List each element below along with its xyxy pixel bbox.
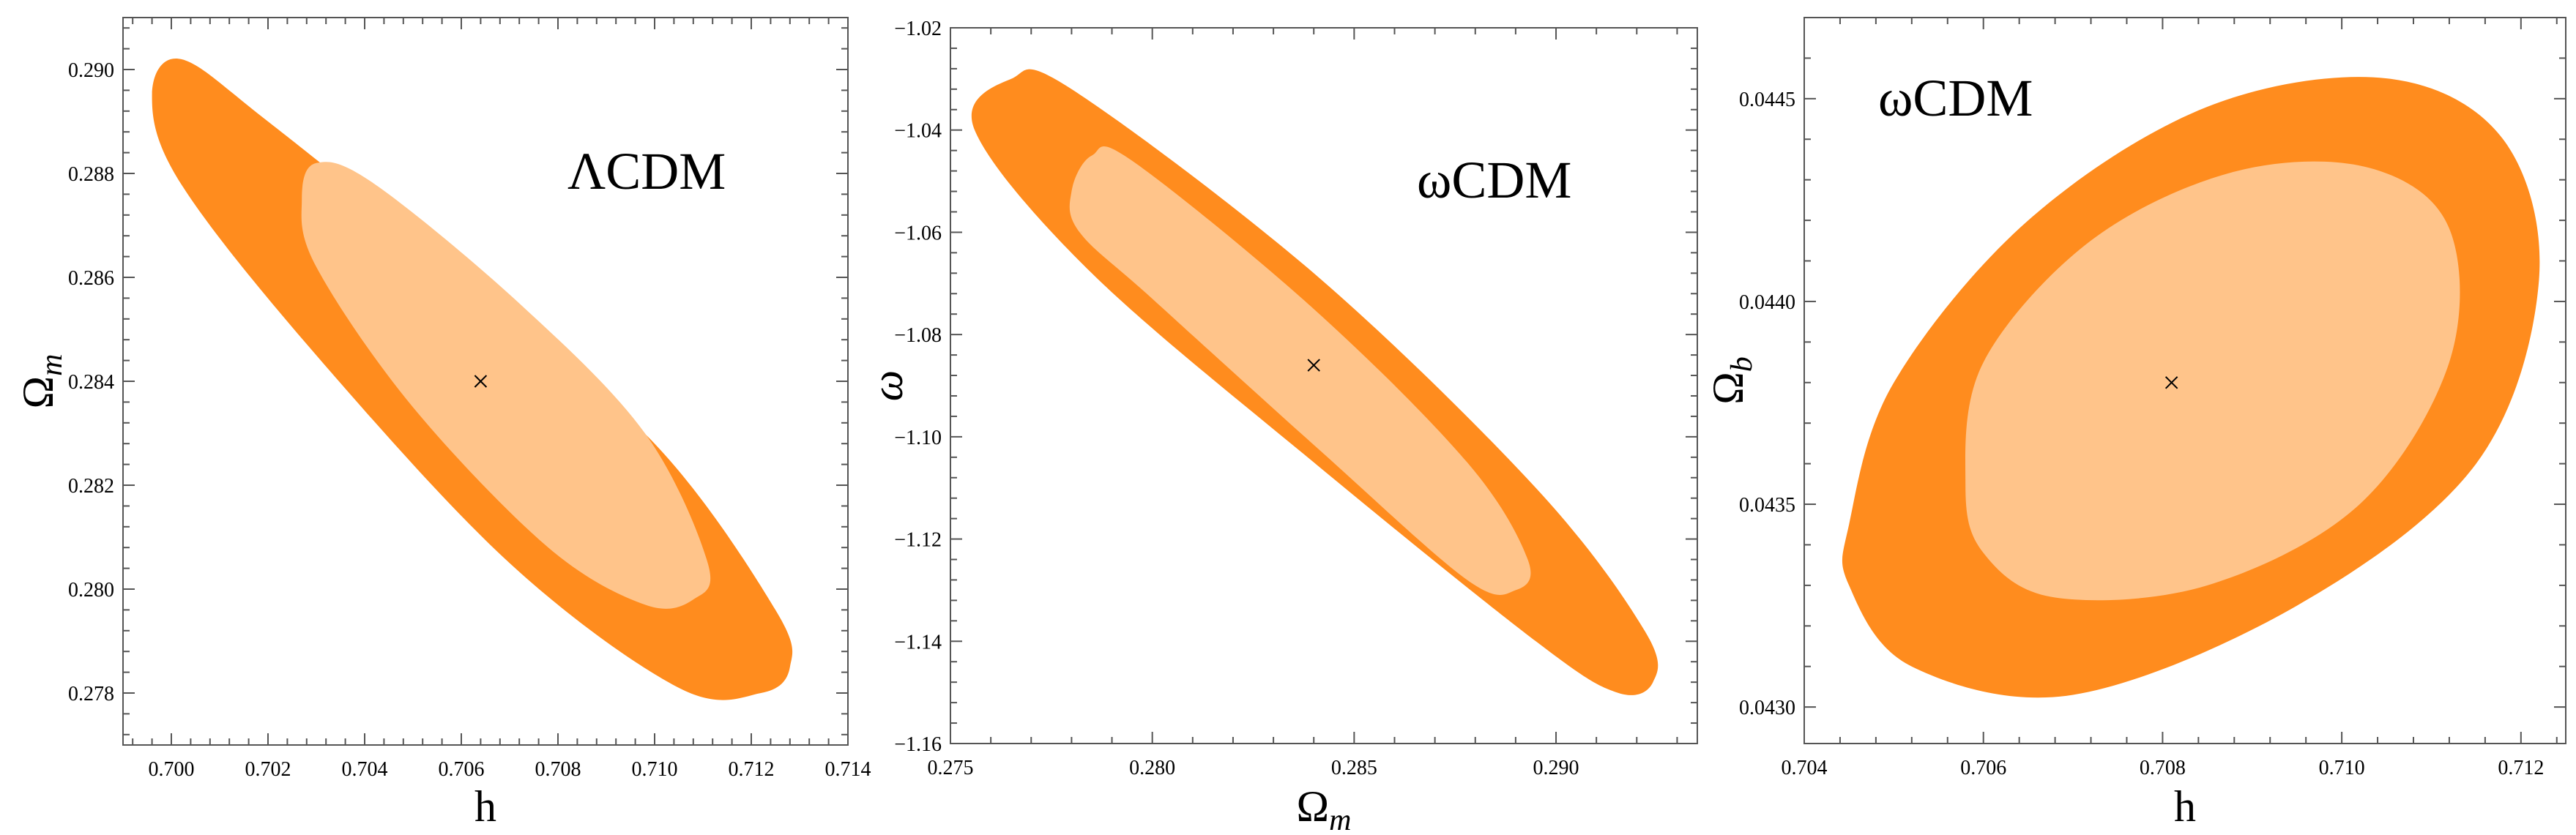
best-fit-marker — [1307, 359, 1320, 372]
y-tick-label: 0.286 — [68, 267, 114, 290]
x-tick-label: 0.710 — [2319, 757, 2365, 779]
axis-ticks — [123, 18, 849, 745]
y-tick-label: −1.04 — [894, 120, 942, 143]
x-tick-label: 0.712 — [729, 758, 775, 781]
contour-inner-1sigma — [301, 162, 711, 609]
x-tick-label: 0.706 — [1960, 757, 2006, 779]
axis-ticks — [950, 27, 1697, 744]
y-tick-label: 0.282 — [68, 475, 114, 498]
y-tick-label: 0.278 — [68, 683, 114, 705]
y-axis-label: Ωb — [1704, 356, 1759, 405]
model-annotation: ΛCDM — [567, 142, 726, 201]
model-annotation: ωCDM — [1417, 151, 1571, 209]
y-axis-label-main: Ω — [1704, 372, 1752, 405]
chart-panel-lcdm: 0.700 0.702 0.704 0.706 0.708 0.710 0.712 0.714… — [14, 17, 871, 831]
y-tick-label: −1.08 — [894, 324, 942, 347]
x-tick-label: 0.285 — [1331, 757, 1377, 779]
y-axis-label: ω — [863, 370, 912, 401]
x-axis-label: h — [2174, 782, 2196, 831]
x-axis-label-sub: m — [1329, 804, 1351, 835]
x-tick-label: 0.706 — [439, 758, 485, 781]
best-fit-cross — [1307, 359, 1320, 372]
best-fit-cross — [474, 375, 488, 388]
y-tick-label: −1.02 — [894, 18, 942, 40]
x-tick-label: 0.702 — [245, 758, 291, 781]
chart-panel-wcdm-omega: 0.275 0.280 0.285 0.290 −1.16 −1.14 −1.12 −1.10… — [863, 18, 1698, 835]
y-tick-label: −1.10 — [894, 427, 942, 449]
x-tick-label: 0.704 — [342, 758, 388, 781]
x-tick-label: 0.708 — [535, 758, 581, 781]
x-tick-label: 0.712 — [2498, 757, 2544, 779]
y-tick-label: 0.0430 — [1739, 697, 1795, 719]
y-axis-label: Ωm — [14, 354, 69, 409]
x-tick-label: 0.700 — [149, 758, 195, 781]
axis-tick-labels: 0.704 0.706 0.708 0.710 0.712 0.0430 0.0435 0.0… — [1739, 89, 2544, 779]
axis-tick-labels: 0.275 0.280 0.285 0.290 −1.16 −1.14 −1.12 −1.10… — [894, 18, 1579, 779]
y-tick-label: −1.06 — [894, 222, 942, 244]
x-tick-label: 0.714 — [825, 758, 871, 781]
y-axis-label-sub: m — [35, 354, 69, 376]
y-axis-label-sub: b — [1725, 356, 1759, 372]
y-tick-label: 0.290 — [68, 59, 114, 82]
y-tick-label: −1.14 — [894, 631, 942, 654]
y-tick-label: 0.0440 — [1739, 291, 1795, 314]
contour-regions — [971, 69, 1659, 695]
y-tick-label: 0.0445 — [1739, 89, 1795, 111]
x-tick-label: 0.710 — [632, 758, 678, 781]
plot-frame — [950, 27, 1698, 744]
contour-inner-1sigma — [1965, 161, 2460, 601]
chart-panel-wcdm-omegab: 0.704 0.706 0.708 0.710 0.712 0.0430 0.0435 0.0… — [1704, 17, 2566, 831]
y-tick-label: −1.16 — [894, 733, 942, 756]
contour-inner-1sigma — [1069, 146, 1531, 595]
x-tick-label: 0.275 — [928, 757, 974, 779]
best-fit-marker — [2164, 376, 2178, 389]
best-fit-marker — [474, 375, 488, 388]
y-tick-label: 0.0435 — [1739, 494, 1795, 517]
axis-tick-labels: 0.700 0.702 0.704 0.706 0.708 0.710 0.712 0.714… — [68, 59, 871, 781]
y-axis-label-main: Ω — [14, 376, 62, 409]
x-tick-label: 0.704 — [1782, 757, 1828, 779]
best-fit-cross — [2164, 376, 2178, 389]
x-axis-label-main: Ω — [1297, 782, 1330, 831]
axis-ticks — [1803, 17, 2566, 744]
y-tick-label: −1.12 — [894, 529, 942, 552]
plot-frame — [1803, 17, 2566, 744]
contour-regions — [152, 58, 793, 700]
x-tick-label: 0.280 — [1129, 757, 1175, 779]
x-tick-label: 0.708 — [2140, 757, 2186, 779]
x-axis-label: h — [474, 782, 496, 831]
model-annotation: ωCDM — [1878, 69, 2033, 127]
y-tick-label: 0.280 — [68, 579, 114, 602]
x-tick-label: 0.290 — [1533, 757, 1579, 779]
x-axis-label: Ωm — [1297, 782, 1352, 835]
y-tick-label: 0.284 — [68, 371, 114, 394]
y-tick-label: 0.288 — [68, 163, 114, 186]
contour-regions — [1842, 77, 2540, 698]
